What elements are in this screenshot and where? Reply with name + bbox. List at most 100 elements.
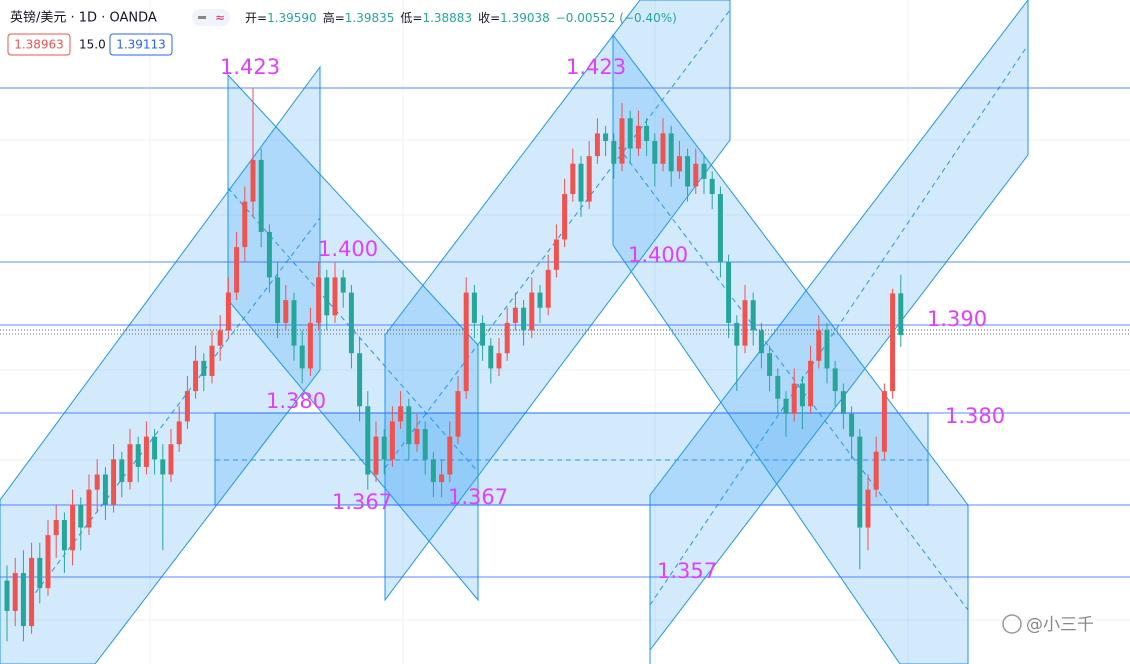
candle-body	[439, 474, 445, 483]
candle-body	[767, 353, 773, 376]
candle-body	[808, 360, 814, 407]
candle-body	[529, 292, 535, 331]
candle-body	[750, 300, 756, 331]
candle-body	[775, 375, 781, 399]
pill-icon	[198, 16, 206, 19]
candle-body	[545, 269, 551, 308]
candle-body	[275, 277, 281, 323]
candle-body	[447, 436, 453, 475]
candle-body	[250, 159, 256, 202]
candle-body	[102, 474, 108, 505]
candle-body	[603, 133, 609, 141]
candle-body	[693, 163, 699, 187]
ohlc-label: 低=	[400, 11, 422, 25]
header: 英镑/美元 · 1D · OANDA ≈ 开=1.39590 高=1.39835 低…	[7, 9, 677, 56]
candle-body	[143, 436, 149, 467]
ohlc-value: 1.38883	[422, 11, 472, 25]
candle-body	[660, 133, 666, 164]
candle-body	[152, 436, 158, 460]
candle-body	[873, 451, 879, 490]
candle-body	[406, 406, 412, 445]
candle-body	[242, 201, 248, 248]
candle-body	[225, 292, 231, 331]
ohlc-value: 1.39038	[500, 11, 550, 25]
level-label: 1.390	[927, 307, 987, 331]
candle-body	[849, 413, 855, 437]
candle-body	[734, 322, 740, 346]
candle-body	[45, 535, 51, 589]
candle-body	[586, 156, 592, 202]
candles	[4, 87, 904, 642]
level-label: 1.367	[448, 485, 508, 509]
candle-body	[685, 156, 691, 187]
candle-body	[881, 391, 887, 452]
candle-body	[29, 557, 35, 627]
candle-body	[857, 436, 863, 528]
candle-body	[635, 125, 641, 149]
candle-body	[816, 330, 822, 361]
candle-body	[78, 504, 84, 528]
candle-body	[324, 277, 330, 316]
candle-body	[619, 118, 625, 164]
candle-body	[176, 421, 182, 445]
candle-body	[865, 489, 871, 528]
candle-body	[168, 444, 174, 475]
level-label: 1.380	[266, 389, 326, 413]
candle-body	[209, 345, 215, 376]
candle-body	[373, 436, 379, 475]
candle-body	[611, 140, 617, 164]
candle-body	[488, 345, 494, 369]
candle-body	[201, 360, 207, 376]
candle-body	[61, 519, 67, 551]
candle-body	[570, 163, 576, 195]
candle-body	[578, 163, 584, 202]
candle-body	[521, 307, 527, 331]
candle-body	[266, 231, 272, 278]
buy-price: 1.39113	[116, 38, 166, 52]
candle-body	[709, 178, 715, 195]
candle-body	[537, 292, 543, 308]
ohlc: 开=1.39590 高=1.39835 低=1.38883 收=1.39038 −0.0…	[245, 10, 677, 25]
ohlc-label: 收=	[478, 11, 500, 25]
pill-icon: ≈	[215, 11, 225, 25]
candle-body	[37, 557, 43, 589]
level-label: 1.400	[318, 237, 378, 261]
candle-body	[258, 159, 264, 232]
candle-body	[701, 163, 707, 179]
candle-body	[668, 133, 674, 172]
candle-body	[184, 391, 190, 422]
candle-body	[652, 140, 658, 164]
ohlc-value: 1.39835	[345, 11, 395, 25]
candle-body	[299, 345, 305, 369]
candle-body	[471, 292, 477, 323]
level-label: 1.423	[566, 55, 626, 79]
candle-body	[824, 330, 830, 369]
candle-body	[94, 474, 100, 490]
candle-body	[840, 391, 846, 414]
candle-body	[217, 330, 223, 346]
candle-body	[340, 277, 346, 293]
candle-body	[422, 429, 428, 460]
candle-body	[381, 436, 387, 460]
candle-body	[627, 118, 633, 149]
candle-body	[504, 322, 510, 354]
candle-body	[127, 444, 133, 483]
candle-body	[758, 330, 764, 354]
sell-box	[7, 33, 71, 56]
candle-body	[455, 391, 461, 437]
candle-body	[644, 125, 650, 141]
candle-body	[332, 277, 338, 316]
change: −0.00552 (−0.40%)	[556, 11, 677, 25]
candle-body	[553, 239, 559, 270]
candle-body	[135, 444, 141, 467]
candle-body	[742, 300, 748, 346]
symbol: 英镑/美元 · 1D · OANDA	[10, 10, 157, 26]
ohlc-label: 开=	[245, 11, 267, 25]
candle-body	[463, 292, 469, 392]
level-label: 1.423	[220, 55, 280, 79]
candle-body	[160, 459, 166, 475]
level-label: 1.400	[628, 243, 688, 267]
candle-body	[193, 360, 199, 392]
candle-body	[783, 398, 789, 414]
